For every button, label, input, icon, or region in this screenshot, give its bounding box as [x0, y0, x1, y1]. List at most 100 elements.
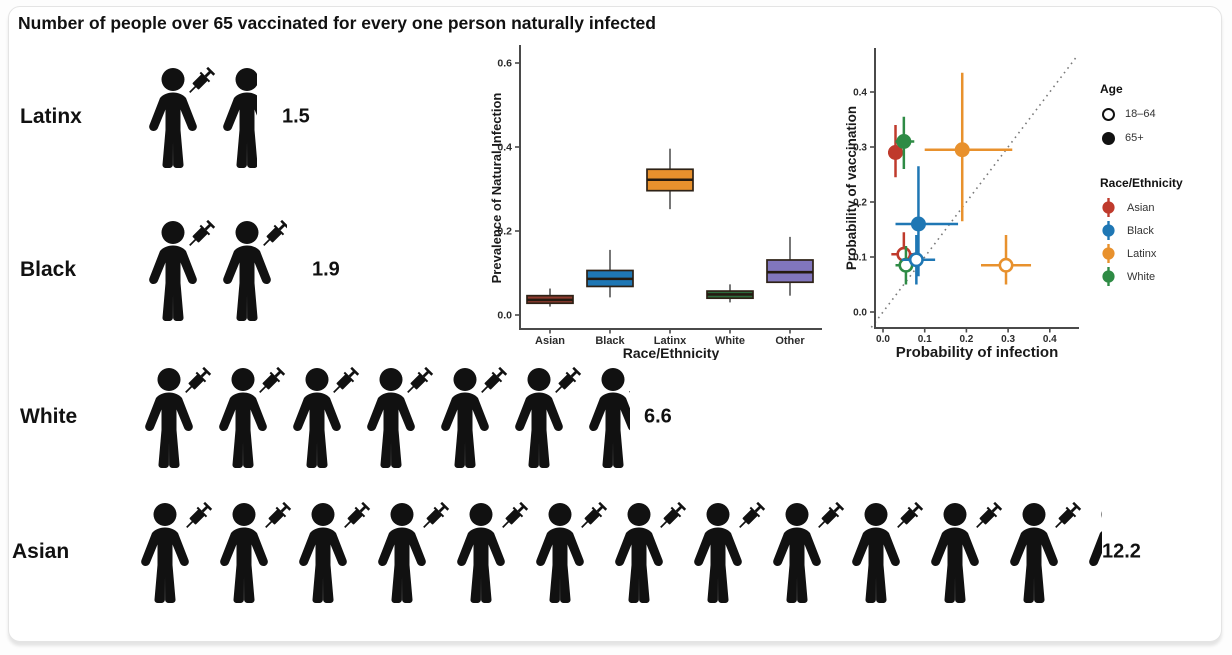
x-tick-label: 0.3: [1001, 334, 1015, 345]
figure-title: Number of people over 65 vaccinated for …: [18, 13, 656, 33]
boxplot-ylabel: Prevalence of Natural Infection: [490, 93, 504, 284]
x-category-label: Other: [775, 335, 805, 347]
person-icon-unit: [612, 501, 691, 603]
person-icon: [145, 368, 193, 468]
person-icon-unit: [217, 501, 296, 603]
person-icon-unit: [296, 501, 375, 603]
x-tick-label: 0.0: [876, 334, 890, 345]
pointrange-icon-white: [1100, 266, 1117, 287]
pictogram-row-latinx: Latinx 1.5: [0, 66, 1232, 168]
person-icons-white: [142, 366, 630, 468]
syringe-icon: [186, 501, 213, 528]
person-icon-unit: [138, 501, 217, 603]
y-tick-label: 0.2: [853, 198, 867, 209]
person-icon-unit: [142, 366, 216, 468]
person-icon: [536, 503, 584, 603]
person-icon: [149, 221, 197, 321]
person-icon: [378, 503, 426, 603]
filled-circle-icon: [1102, 131, 1115, 145]
syringe-icon: [555, 366, 582, 393]
syringe-icon: [189, 219, 216, 246]
person-icon: [149, 68, 197, 168]
scatter-panel: 0.0 0.1 0.2 0.3 0.4 0.0 0.1 0.2 0.3 0.4 Probabilit…: [844, 38, 1098, 361]
identity-line: [870, 55, 1078, 328]
pointrange-icon-asian: [1100, 197, 1117, 218]
person-unit-inner: [220, 219, 287, 321]
person-unit-inner: [928, 501, 1007, 603]
y-tick-label: 0.2: [497, 226, 512, 238]
syringe-icon: [818, 501, 845, 528]
x-tick-label: 0.2: [959, 334, 973, 345]
y-tick-label: 0.4: [497, 142, 512, 154]
x-category-label: White: [715, 335, 745, 347]
person-icon: [1010, 503, 1058, 603]
x-tick-label: 0.4: [1043, 334, 1057, 345]
y-tick-label: 0.0: [497, 310, 512, 322]
scatter-ylabel: Probability of vaccination: [846, 106, 859, 270]
y-tick-label: 0.0: [853, 308, 867, 319]
boxplot-chart: 0.0 0.2 0.4 0.6 Asian Black Latinx White Other Ra…: [489, 45, 822, 361]
pictogram-row-white: White 6.6: [0, 366, 1232, 468]
point-asian-65plus: [888, 145, 904, 161]
boxplot-xlabel: Race/Ethnicity: [623, 345, 720, 360]
person-icon-partial: [220, 219, 287, 321]
pointrange-icon-black: [1100, 220, 1117, 241]
person-icon-unit: [438, 366, 512, 468]
row-value-asian: 12.2: [1102, 540, 1141, 563]
person-icon: [1089, 511, 1102, 566]
syringe-icon: [481, 366, 508, 393]
person-icon: [773, 503, 821, 603]
person-unit-inner: [849, 501, 928, 603]
person-unit-inner: [220, 66, 257, 168]
pictogram-row-asian: Asian 12.2: [0, 501, 1232, 603]
person-unit-inner: [1007, 501, 1086, 603]
person-unit-inner: [296, 501, 375, 603]
person-icon-unit: [1007, 501, 1086, 603]
legend-race-title: Race/Ethnicity: [1100, 176, 1183, 190]
pointrange-glyph: [1102, 221, 1115, 240]
person-unit-inner: [290, 366, 364, 468]
syringe-icon: [185, 366, 212, 393]
person-icons-asian: [138, 501, 1102, 603]
row-label-black: Black: [20, 258, 77, 281]
pointrange-icon-latinx: [1100, 243, 1117, 264]
person-unit-inner: [438, 366, 512, 468]
legend-item-race-latinx: Latinx: [1100, 242, 1228, 265]
person-icon-partial: [220, 66, 257, 168]
scatter-xlabel: Probability of infection: [896, 344, 1059, 360]
person-icon: [589, 368, 630, 468]
pointrange-glyph: [1102, 244, 1115, 263]
person-icons-latinx: [146, 66, 257, 168]
legend-item-race-asian: Asian: [1100, 196, 1228, 219]
person-icon: [299, 503, 347, 603]
syringe-icon: [423, 501, 450, 528]
legend-age-title: Age: [1100, 82, 1123, 96]
syringe-icon: [265, 501, 292, 528]
person-icon: [694, 503, 742, 603]
person-icon-partial: [1086, 501, 1102, 603]
syringe-icon: [333, 366, 360, 393]
person-unit-inner: [612, 501, 691, 603]
legend-item-race-white: White: [1100, 265, 1228, 288]
person-icon-unit: [928, 501, 1007, 603]
person-icon-unit: [146, 66, 220, 168]
y-tick-label: 0.4: [853, 88, 867, 99]
person-unit-inner: [691, 501, 770, 603]
person-unit-inner: [512, 366, 586, 468]
person-icon-unit: [216, 366, 290, 468]
person-icon-unit: [375, 501, 454, 603]
point-latinx-65plus: [954, 142, 970, 158]
person-unit-inner: [533, 501, 612, 603]
person-icon: [615, 503, 663, 603]
person-icon-unit: [533, 501, 612, 603]
person-icon: [457, 503, 505, 603]
x-category-label: Latinx: [654, 335, 687, 347]
figure-card: [8, 6, 1222, 642]
person-icon: [441, 368, 489, 468]
person-unit-inner: [375, 501, 454, 603]
row-value-black: 1.9: [312, 258, 340, 281]
person-unit-inner: [216, 366, 290, 468]
pictogram-row-black: Black 1.9: [0, 219, 1232, 321]
open-circle-icon: [1102, 107, 1115, 121]
